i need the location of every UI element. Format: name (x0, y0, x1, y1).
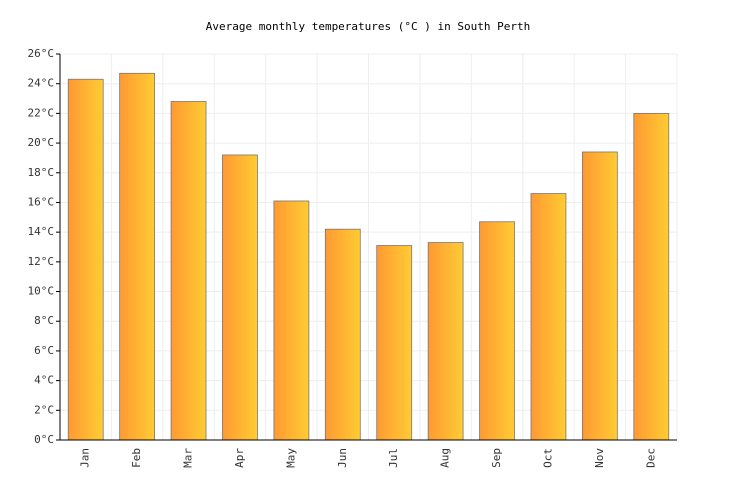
x-tick-label: Aug (439, 448, 452, 468)
bar (222, 154, 258, 441)
x-tick-label: Jun (336, 448, 349, 468)
x-tick-label: Apr (233, 448, 246, 468)
y-tick-label: 4°C (34, 374, 54, 387)
bar (479, 221, 515, 441)
chart-title: Average monthly temperatures (°C ) in So… (206, 20, 531, 33)
bar (633, 112, 670, 441)
x-tick-label: Oct (541, 448, 554, 468)
x-tick-label: Jan (79, 448, 92, 468)
bar (530, 193, 567, 441)
y-tick-label: 0°C (34, 433, 54, 446)
bar (170, 101, 207, 441)
x-tick-label: Jul (387, 448, 400, 468)
y-tick-label: 22°C (28, 106, 55, 119)
y-tick-label: 24°C (28, 77, 55, 90)
x-tick-label: May (284, 448, 297, 468)
y-tick-label: 6°C (34, 344, 54, 357)
bar (119, 72, 156, 441)
x-tick-label: Sep (490, 448, 503, 468)
bar (427, 242, 464, 441)
y-tick-label: 14°C (28, 225, 55, 238)
y-tick-label: 18°C (28, 166, 55, 179)
y-tick-label: 8°C (34, 314, 54, 327)
bar (324, 228, 361, 441)
y-tick-label: 12°C (28, 255, 55, 268)
y-tick-label: 2°C (34, 403, 54, 416)
x-tick-label: Dec (644, 448, 657, 468)
y-tick-label: 16°C (28, 195, 55, 208)
bar (376, 245, 413, 441)
y-tick-label: 10°C (28, 285, 55, 298)
x-tick-label: Feb (130, 448, 143, 468)
y-tick-label: 26°C (28, 47, 55, 60)
x-tick-label: Nov (593, 448, 606, 468)
bar (67, 78, 104, 441)
x-tick-label: Mar (182, 448, 195, 468)
bar (273, 200, 310, 441)
y-tick-label: 20°C (28, 136, 55, 149)
bar (581, 151, 618, 441)
